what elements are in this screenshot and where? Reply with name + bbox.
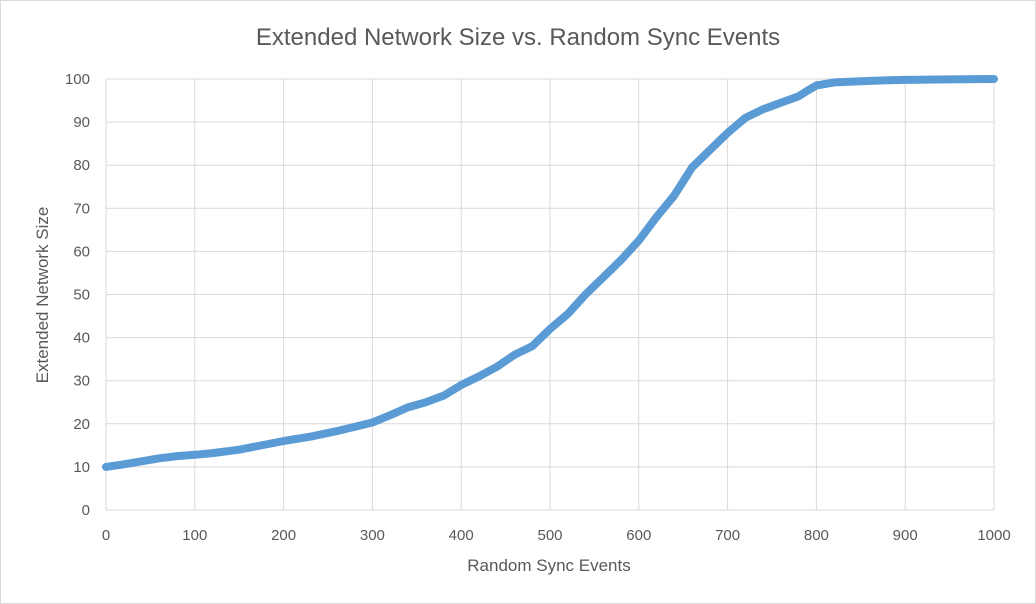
x-tick-label: 900 bbox=[893, 527, 918, 544]
y-axis-title: Extended Network Size bbox=[33, 207, 52, 384]
x-tick-label: 0 bbox=[102, 527, 110, 544]
x-tick-label: 800 bbox=[804, 527, 829, 544]
y-tick-label: 10 bbox=[73, 459, 90, 476]
x-tick-label: 500 bbox=[537, 527, 562, 544]
y-tick-label: 60 bbox=[73, 243, 90, 260]
y-tick-label: 30 bbox=[73, 373, 90, 390]
x-tick-label: 100 bbox=[182, 527, 207, 544]
x-tick-label: 600 bbox=[626, 527, 651, 544]
y-tick-label: 80 bbox=[73, 157, 90, 174]
series-layer bbox=[102, 75, 998, 471]
x-axis-title: Random Sync Events bbox=[467, 556, 630, 575]
series-line bbox=[102, 75, 998, 471]
y-tick-label: 100 bbox=[65, 71, 90, 88]
x-tick-label: 400 bbox=[449, 527, 474, 544]
x-tick-label: 200 bbox=[271, 527, 296, 544]
gridlines bbox=[105, 78, 995, 511]
chart-title: Extended Network Size vs. Random Sync Ev… bbox=[256, 24, 780, 51]
y-tick-label: 50 bbox=[73, 287, 90, 304]
x-tick-label: 1000 bbox=[977, 527, 1010, 544]
y-tick-label: 90 bbox=[73, 114, 90, 131]
x-tick-label: 300 bbox=[360, 527, 385, 544]
x-tick-label: 700 bbox=[715, 527, 740, 544]
y-tick-label: 0 bbox=[82, 502, 90, 519]
y-tick-label: 40 bbox=[73, 330, 90, 347]
y-tick-label: 70 bbox=[73, 200, 90, 217]
y-tick-label: 20 bbox=[73, 416, 90, 433]
